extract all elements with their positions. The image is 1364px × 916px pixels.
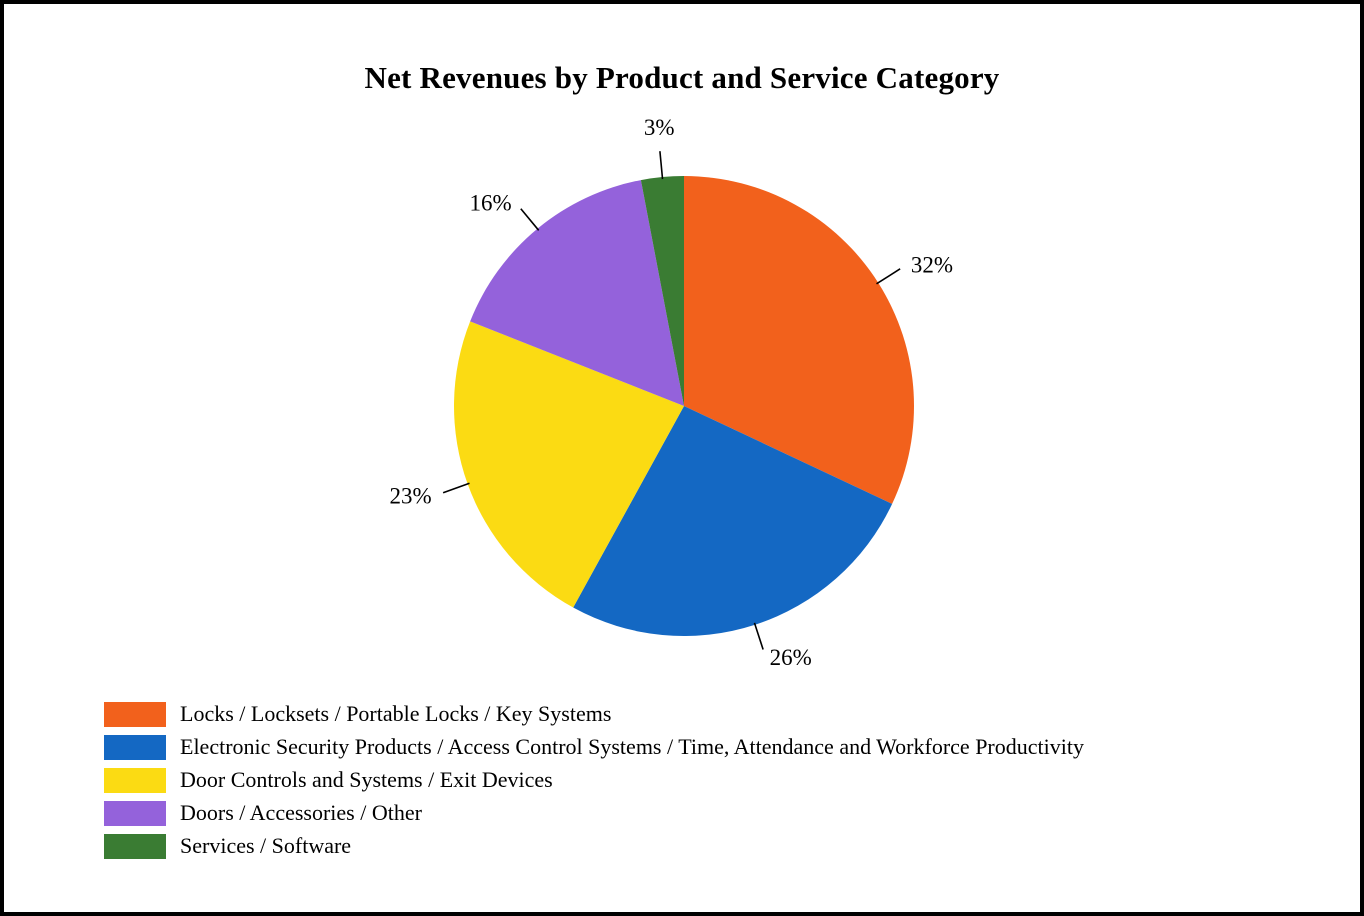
legend-swatch [104,734,166,760]
pct-leader-line [753,622,764,650]
legend-swatch [104,833,166,859]
legend-label: Electronic Security Products / Access Co… [180,734,1084,759]
chart-title: Net Revenues by Product and Service Cate… [364,60,1000,95]
legend-label: Services / Software [180,833,352,858]
pct-leader-line [876,268,901,285]
pie-slice-2 [453,321,684,608]
legend-item: Door Controls and Systems / Exit Devices [104,767,1084,793]
pie-slice-3 [470,180,684,406]
pct-label: 23% [389,483,431,508]
pie-slice-1 [573,406,893,636]
legend-label: Doors / Accessories / Other [180,800,422,825]
pct-leader-line [520,208,540,231]
legend-label: Door Controls and Systems / Exit Devices [180,767,553,792]
pct-label: 26% [770,645,812,670]
legend-label: Locks / Locksets / Portable Locks / Key … [180,701,612,726]
pct-label: 32% [911,253,953,278]
legend: Locks / Locksets / Portable Locks / Key … [104,701,1084,866]
pct-label: 16% [470,191,512,216]
pct-leader-line [442,482,470,494]
legend-item: Locks / Locksets / Portable Locks / Key … [104,701,1084,727]
legend-swatch [104,701,166,727]
pie-slice-0 [684,176,915,504]
pct-label: 3% [644,115,675,140]
legend-item: Doors / Accessories / Other [104,800,1084,826]
pie-chart: 32% 26% 23% 16% 3% [389,115,953,670]
legend-item: Services / Software [104,833,1084,859]
pct-leader-line [659,151,664,180]
legend-item: Electronic Security Products / Access Co… [104,734,1084,760]
pie-slice-4 [640,176,684,406]
legend-swatch [104,800,166,826]
legend-swatch [104,767,166,793]
